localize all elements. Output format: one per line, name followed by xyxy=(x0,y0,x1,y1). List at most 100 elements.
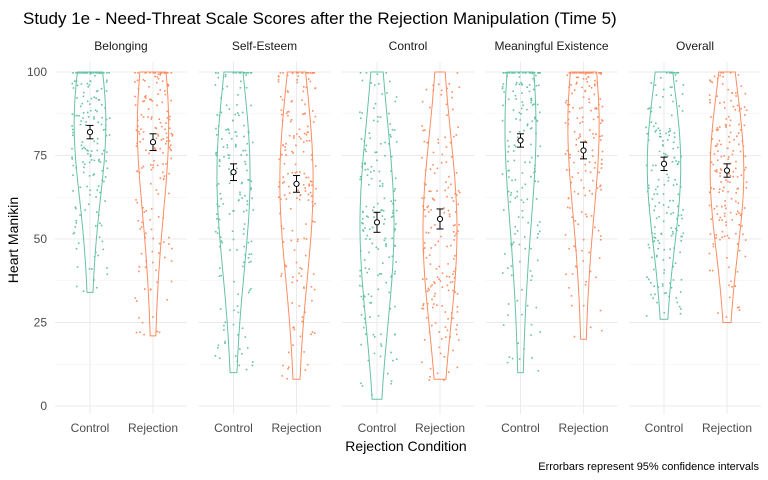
data-point xyxy=(450,156,453,158)
data-point xyxy=(159,89,161,91)
data-point xyxy=(108,134,111,136)
data-point xyxy=(530,334,532,336)
data-point xyxy=(226,146,229,149)
data-point xyxy=(226,144,228,146)
data-point xyxy=(528,90,531,93)
data-point xyxy=(444,136,446,139)
data-point xyxy=(723,155,725,157)
data-point xyxy=(448,371,450,373)
data-point xyxy=(428,254,431,256)
data-point xyxy=(445,161,448,163)
data-point xyxy=(152,72,155,74)
data-point xyxy=(588,85,591,87)
data-point xyxy=(393,273,396,275)
data-point xyxy=(716,213,719,215)
data-point xyxy=(580,211,583,213)
data-point xyxy=(232,238,235,241)
data-point xyxy=(425,183,427,186)
data-point xyxy=(216,114,218,116)
data-point xyxy=(511,72,513,74)
data-point xyxy=(248,179,250,181)
data-point xyxy=(101,116,103,119)
data-point xyxy=(156,164,159,167)
data-point xyxy=(514,179,517,181)
data-point xyxy=(381,185,384,187)
data-point xyxy=(224,342,226,344)
data-point xyxy=(365,144,368,147)
data-point xyxy=(650,82,653,84)
y-tick-label: 100 xyxy=(27,65,47,79)
data-point xyxy=(311,331,314,333)
data-point xyxy=(74,206,77,208)
data-point xyxy=(169,115,171,118)
data-point xyxy=(714,145,717,147)
data-point xyxy=(580,179,582,181)
data-point xyxy=(672,147,675,150)
data-point xyxy=(292,276,294,278)
data-point xyxy=(157,193,160,195)
data-point xyxy=(571,176,574,178)
data-point xyxy=(145,72,147,74)
data-point xyxy=(303,172,306,175)
data-point xyxy=(438,331,440,333)
data-point xyxy=(422,129,424,132)
data-point xyxy=(657,247,659,250)
data-point xyxy=(521,172,524,174)
data-point xyxy=(299,171,301,173)
data-point xyxy=(678,105,680,107)
data-point xyxy=(661,144,664,146)
data-point xyxy=(507,72,509,74)
data-point xyxy=(589,129,591,131)
data-point xyxy=(674,262,677,264)
data-point xyxy=(432,198,435,200)
data-point xyxy=(717,150,719,152)
data-point xyxy=(530,127,533,129)
data-point xyxy=(233,280,235,283)
data-point xyxy=(673,136,676,138)
data-point xyxy=(660,77,662,79)
data-point xyxy=(678,161,680,163)
data-point xyxy=(670,213,672,215)
data-point xyxy=(601,119,603,121)
data-point xyxy=(457,203,460,206)
data-point xyxy=(666,173,668,176)
data-point xyxy=(78,115,80,117)
data-point xyxy=(564,153,567,155)
data-point xyxy=(501,87,504,90)
data-point xyxy=(383,239,386,242)
data-point xyxy=(587,76,590,78)
data-point xyxy=(170,157,172,160)
data-point xyxy=(667,131,670,133)
data-point xyxy=(434,244,437,246)
data-point xyxy=(290,120,292,123)
data-point xyxy=(600,122,602,124)
data-point xyxy=(305,133,308,136)
data-point xyxy=(369,228,371,231)
data-point xyxy=(388,112,390,115)
data-point xyxy=(302,184,305,186)
data-point xyxy=(523,129,525,132)
data-point xyxy=(381,93,384,95)
data-point xyxy=(537,233,539,235)
data-point xyxy=(248,253,251,256)
data-point xyxy=(645,164,648,167)
data-point xyxy=(516,81,518,84)
data-point xyxy=(682,84,685,86)
data-point xyxy=(282,182,284,184)
data-point xyxy=(570,181,573,184)
data-point xyxy=(646,276,648,278)
data-point xyxy=(227,154,230,156)
data-point xyxy=(444,311,447,313)
data-point xyxy=(661,283,664,285)
data-point xyxy=(715,145,718,147)
data-point xyxy=(708,94,711,96)
data-point xyxy=(455,333,458,336)
data-point xyxy=(94,72,97,74)
data-point xyxy=(96,189,98,192)
data-point xyxy=(507,190,510,193)
data-point xyxy=(527,221,529,224)
data-point xyxy=(235,72,237,74)
panel-strip-label: Belonging xyxy=(94,39,147,53)
violin-outline xyxy=(216,71,251,374)
data-point xyxy=(742,145,745,147)
